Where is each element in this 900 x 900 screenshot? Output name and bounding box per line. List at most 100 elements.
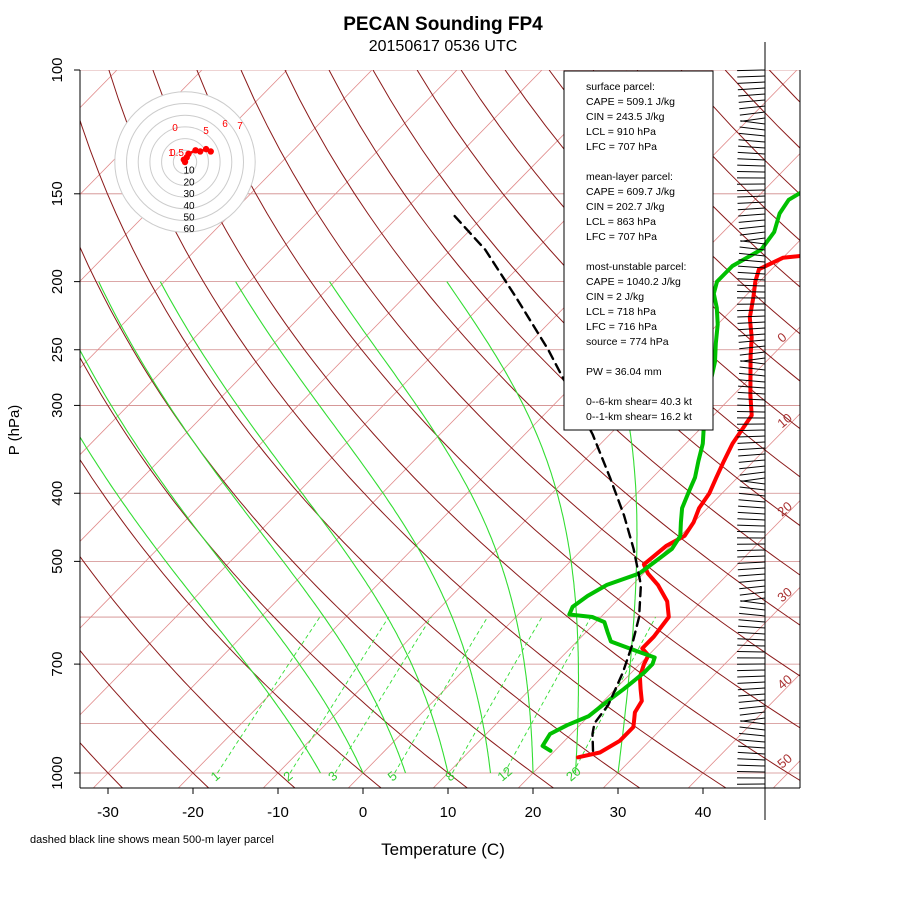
moist-adiabat [159, 281, 449, 774]
x-tick-label: 30 [610, 804, 627, 821]
wind-barb [737, 75, 766, 78]
dry-adiabat [80, 458, 382, 788]
isotherm-line [80, 70, 203, 196]
y-tick-label: 200 [49, 269, 66, 294]
dry-adiabat [328, 70, 800, 576]
hodograph-label: 6 [222, 119, 228, 130]
hodograph-ring-label: 60 [183, 224, 195, 235]
wind-barb [740, 720, 766, 725]
mixing-ratio-line [289, 616, 390, 774]
chart-subtitle: 20150617 0536 UTC [369, 38, 518, 55]
wind-barb [737, 638, 766, 641]
isotherm-label: 10 [774, 410, 795, 431]
mixing-ratio-line [572, 616, 656, 774]
hodograph-ring-label: 50 [183, 213, 195, 224]
wind-barb [737, 391, 766, 395]
moist-adiabat [80, 349, 364, 774]
wind-barb [738, 372, 766, 377]
wind-barb [738, 492, 766, 497]
wind-barb [738, 579, 766, 583]
chart-title: PECAN Sounding FP4 [343, 14, 543, 35]
wind-barb [737, 164, 766, 167]
hodograph-ring [172, 149, 198, 175]
wind-barb [737, 524, 766, 527]
info-line: CIN = 202.7 J/kg [586, 201, 665, 213]
isotherm-line [80, 70, 458, 456]
info-line: LCL = 718 hPa [586, 306, 656, 318]
wind-barb [737, 158, 766, 161]
wind-barb [737, 681, 766, 684]
wind-barb [737, 81, 766, 84]
dry-adiabat-layer [80, 70, 900, 788]
mixing-ratio-line [451, 616, 543, 774]
wind-barb [738, 213, 766, 217]
wind-barb [738, 139, 766, 143]
isotherm-line [688, 673, 800, 788]
wind-barb [737, 675, 766, 678]
wind-barb [737, 567, 766, 571]
wind-barb [738, 732, 766, 737]
info-line: PW = 36.04 mm [586, 366, 662, 378]
wind-barb [737, 201, 766, 204]
mixing-ratio-line [217, 616, 321, 774]
wind-barb [739, 366, 766, 371]
wind-barb [737, 758, 766, 761]
hodograph-ring-label: 10 [183, 166, 195, 177]
wind-barb [737, 555, 766, 558]
moist-adiabat [98, 281, 407, 774]
wind-barb [738, 145, 766, 149]
wind-barb [737, 151, 766, 155]
dry-adiabat [813, 70, 900, 788]
wind-barb [737, 441, 766, 444]
isotherm-line [80, 70, 373, 369]
wind-barb [737, 631, 766, 635]
wind-barb [738, 612, 766, 617]
isotherm-label: 50 [774, 751, 795, 772]
isotherm-label: 40 [774, 672, 795, 693]
wind-barb [737, 518, 766, 521]
wind-barb [738, 619, 766, 623]
hodograph-label: 1 [168, 148, 174, 159]
wind-barb [738, 453, 766, 457]
wind-barb-column [737, 42, 766, 820]
wind-barb [739, 471, 766, 476]
y-tick-label: 250 [49, 337, 66, 362]
footnote: dashed black line shows mean 500-m layer… [30, 834, 274, 846]
mixing-ratio-label: 20 [563, 763, 584, 784]
wind-barb [739, 606, 766, 611]
wind-barb [739, 105, 766, 110]
y-tick-label: 150 [49, 181, 66, 206]
wind-barb [738, 573, 766, 577]
wind-barb [737, 764, 766, 767]
wind-barb [737, 644, 766, 647]
y-tick-label: 100 [49, 57, 66, 82]
wind-barb [737, 309, 766, 312]
wind-barb [739, 591, 766, 596]
wind-barb [740, 240, 766, 245]
wind-barb [738, 339, 766, 343]
mixing-ratio-layer [217, 616, 656, 774]
dry-adiabat [152, 70, 800, 782]
wind-barb [739, 585, 766, 590]
dry-adiabat [80, 118, 640, 788]
info-line: 0--1-km shear= 16.2 kt [586, 411, 692, 423]
mixing-ratio-label: 5 [385, 768, 400, 784]
trace-dewpoint [540, 190, 800, 753]
wind-barb [737, 87, 766, 91]
info-box-frame [563, 70, 714, 431]
info-line: CIN = 243.5 J/kg [586, 111, 665, 123]
wind-barb [738, 93, 766, 97]
dry-adiabat [80, 649, 209, 788]
hodograph-ring [149, 126, 221, 198]
info-line: CIN = 2 J/kg [586, 291, 644, 303]
isotherm-line [603, 586, 800, 788]
wind-barb [738, 699, 766, 703]
mixing-ratio-line [504, 616, 592, 774]
info-line: source = 774 hPa [586, 336, 669, 348]
hodograph-ring [137, 114, 233, 210]
dry-adiabat [80, 245, 554, 788]
y-axis-title: P (hPa) [6, 405, 23, 456]
wind-barb [737, 278, 766, 281]
isotherm-label: 20 [774, 498, 795, 519]
moist-adiabat [329, 281, 534, 773]
